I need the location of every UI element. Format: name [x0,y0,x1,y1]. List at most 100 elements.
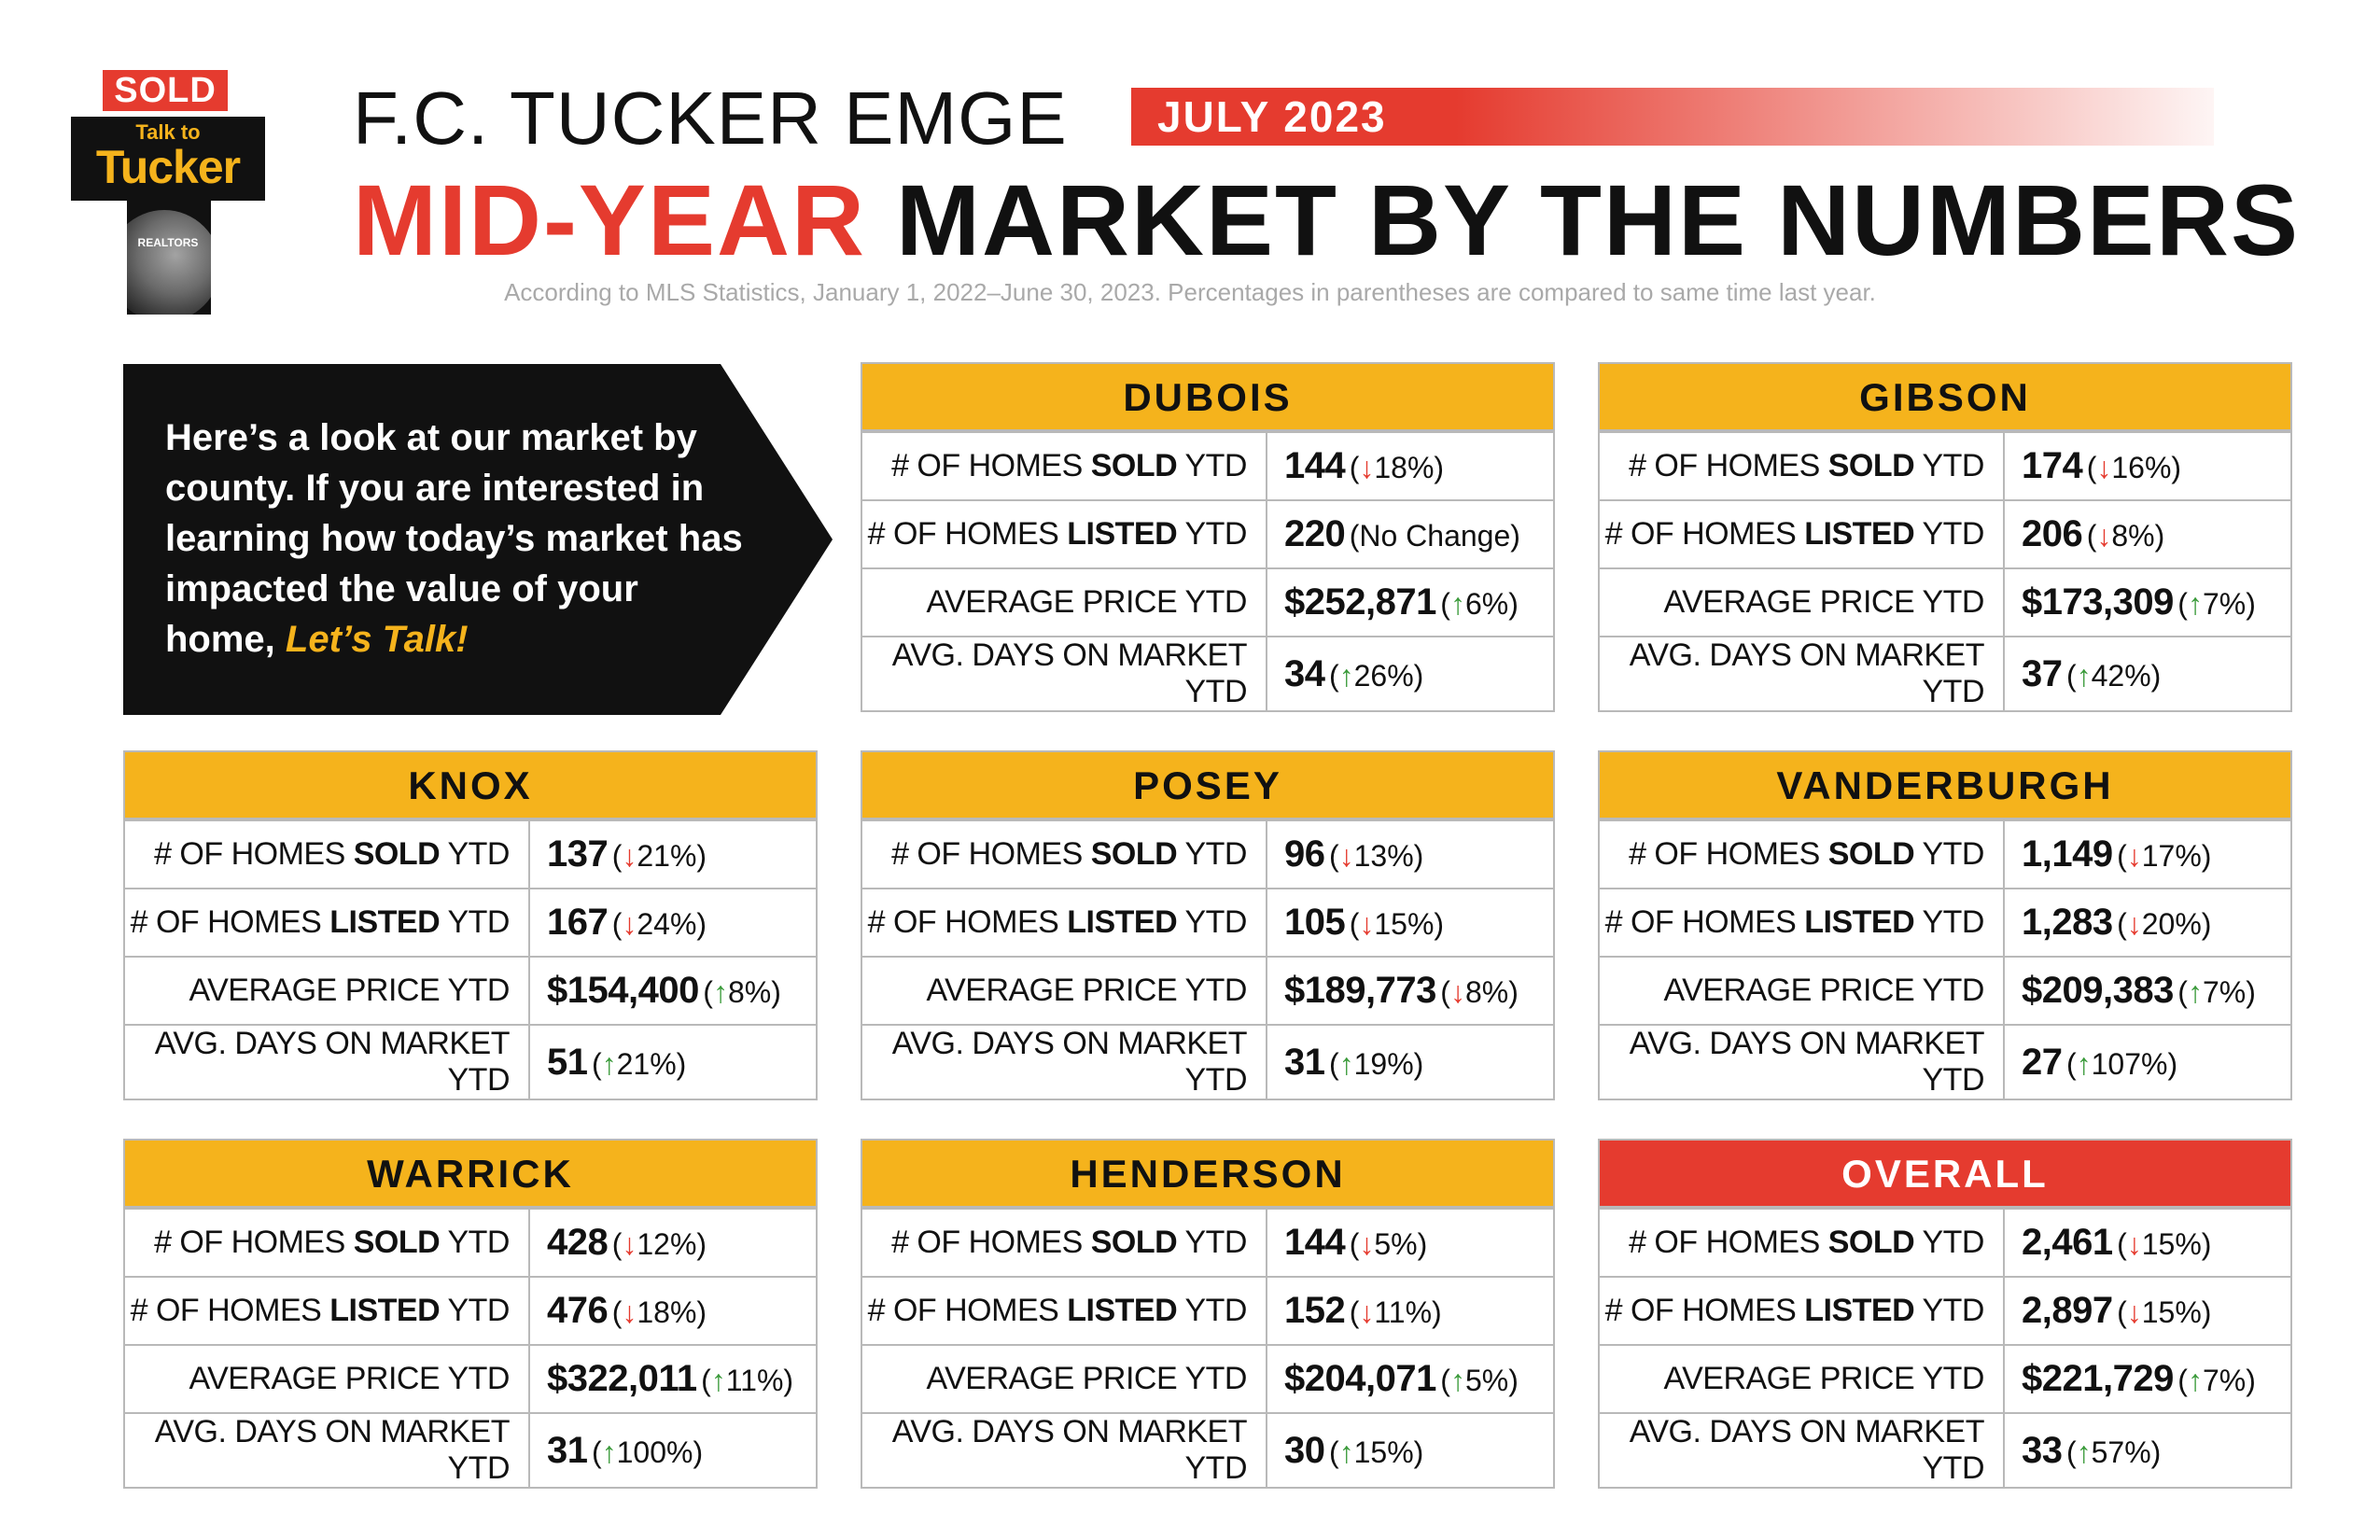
stat-value: 27 [2022,1041,2063,1083]
stat-label: AVERAGE PRICE YTD [861,1344,1267,1414]
stat-row-price: AVERAGE PRICE YTD $189,773 (↓8%) [861,956,1555,1026]
arrow-up-icon: ↑ [2187,975,2203,1009]
stat-change: (↓12%) [611,1227,707,1261]
county-name: WARRICK [123,1139,818,1208]
stat-value: 1,283 [2022,902,2113,943]
stat-percent: 12% [637,1227,697,1261]
logo-realtors: REALTORS [137,236,199,249]
stat-value: $221,729 [2022,1358,2174,1399]
stat-percent: 8% [1464,975,1509,1009]
label-prefix: # OF HOMES [1629,448,1828,483]
stat-row-sold: # OF HOMES SOLD YTD 137 (↓21%) [123,819,818,889]
label-text: AVERAGE PRICE YTD [1663,584,1984,620]
label-bold: SOLD [1090,448,1178,483]
arrow-down-icon: ↓ [622,907,637,941]
stat-value: 174 [2022,445,2083,486]
stat-row-sold: # OF HOMES SOLD YTD 1,149 (↓17%) [1598,819,2292,889]
stat-percent: 20% [2141,907,2202,941]
stat-percent: 7% [2202,975,2247,1009]
stat-label: # OF HOMES SOLD YTD [123,819,530,889]
stat-change: (↓13%) [1328,839,1424,873]
stat-label: AVG. DAYS ON MARKET YTD [123,1412,530,1489]
arrow-down-icon: ↓ [622,839,637,873]
stat-row-days: AVG. DAYS ON MARKET YTD 51 (↑21%) [123,1024,818,1100]
label-text: AVERAGE PRICE YTD [189,1361,510,1396]
tucker-logo: SOLD Talk to Tucker REALTORS [71,70,267,322]
label-bold: LISTED [1804,904,1915,940]
stat-change: (↓21%) [611,839,707,873]
stat-value-cell: $221,729 (↑7%) [2003,1344,2292,1414]
county-card-overall: OVERALL # OF HOMES SOLD YTD 2,461 (↓15%)… [1598,1139,2292,1491]
stat-row-price: AVERAGE PRICE YTD $154,400 (↑8%) [123,956,818,1026]
stat-label: AVERAGE PRICE YTD [1598,567,2005,637]
stat-label: # OF HOMES SOLD YTD [861,819,1267,889]
arrow-up-icon: ↑ [2076,1046,2092,1081]
stat-percent: 19% [1353,1046,1414,1081]
stat-value-cell: $209,383 (↑7%) [2003,956,2292,1026]
stat-change: (↓20%) [2117,907,2212,941]
stat-value-cell: 96 (↓13%) [1266,819,1555,889]
stat-change: (↑5%) [1440,1364,1519,1397]
stat-value: 1,149 [2022,833,2113,875]
stat-value: 206 [2022,513,2083,554]
stats-table: # OF HOMES SOLD YTD 144 (↓18%) # OF HOME… [861,431,1555,712]
stat-row-listed: # OF HOMES LISTED YTD 220 (No Change) [861,499,1555,569]
stat-percent: No Change [1359,519,1511,553]
stat-label: AVG. DAYS ON MARKET YTD [1598,636,2005,712]
stat-value-cell: 167 (↓24%) [528,888,818,958]
stat-label: # OF HOMES LISTED YTD [861,888,1267,958]
stat-percent: 57% [2091,1435,2151,1469]
stat-value-cell: 1,283 (↓20%) [2003,888,2292,958]
stat-change: (↓18%) [611,1295,707,1329]
sold-sign: SOLD [103,70,228,111]
label-text: AVERAGE PRICE YTD [189,973,510,1008]
label-suffix: YTD [440,1225,510,1260]
stat-percent: 42% [2091,658,2151,693]
label-suffix: YTD [440,836,510,872]
stat-percent: 24% [637,907,697,941]
label-bold: LISTED [1067,904,1178,940]
label-text: AVERAGE PRICE YTD [926,1361,1247,1396]
stat-row-listed: # OF HOMES LISTED YTD 206 (↓8%) [1598,499,2292,569]
stat-row-days: AVG. DAYS ON MARKET YTD 30 (↑15%) [861,1412,1555,1489]
stat-value-cell: $252,871 (↑6%) [1266,567,1555,637]
stat-label: AVERAGE PRICE YTD [861,956,1267,1026]
arrow-down-icon: ↓ [622,1227,637,1261]
stat-percent: 8% [2111,519,2155,553]
arrow-up-icon: ↑ [1449,1364,1465,1397]
stat-change: (↑26%) [1328,658,1424,693]
stat-value-cell: 31 (↑19%) [1266,1024,1555,1100]
label-text: AVG. DAYS ON MARKET YTD [891,1414,1248,1486]
title-highlight: MID-YEAR [353,163,866,276]
label-prefix: # OF HOMES [130,904,330,940]
stat-percent: 21% [637,839,697,873]
stat-row-listed: # OF HOMES LISTED YTD 1,283 (↓20%) [1598,888,2292,958]
stat-label: # OF HOMES SOLD YTD [1598,819,2005,889]
label-prefix: # OF HOMES [1604,904,1805,940]
arrow-up-icon: ↑ [710,1364,726,1397]
title-rest: MARKET BY THE NUMBERS [896,163,2301,276]
label-suffix: YTD [440,1293,510,1328]
arrow-up-icon: ↑ [2187,1364,2203,1397]
county-name: DUBOIS [861,362,1555,431]
stat-change: (↓11%) [1349,1295,1442,1329]
label-bold: SOLD [1827,836,1915,872]
stat-label: # OF HOMES SOLD YTD [1598,431,2005,501]
stat-percent: 5% [1464,1364,1509,1397]
stat-label: # OF HOMES SOLD YTD [861,431,1267,501]
arrow-up-icon: ↑ [2076,1435,2092,1469]
stat-row-listed: # OF HOMES LISTED YTD 152 (↓11%) [861,1276,1555,1346]
stat-row-days: AVG. DAYS ON MARKET YTD 31 (↑100%) [123,1412,818,1489]
label-suffix: YTD [1177,516,1247,552]
county-card-warrick: WARRICK # OF HOMES SOLD YTD 428 (↓12%) #… [123,1139,818,1491]
stat-percent: 18% [637,1295,697,1329]
stat-row-sold: # OF HOMES SOLD YTD 428 (↓12%) [123,1208,818,1278]
stat-row-listed: # OF HOMES LISTED YTD 167 (↓24%) [123,888,818,958]
stat-row-sold: # OF HOMES SOLD YTD 144 (↓18%) [861,431,1555,501]
lets-talk-link[interactable]: Let’s Talk! [285,619,469,660]
stat-change: (↑6%) [1440,587,1519,621]
label-prefix: # OF HOMES [1629,1225,1828,1260]
stat-value: 137 [547,833,609,875]
stat-value-cell: $173,309 (↑7%) [2003,567,2292,637]
stat-percent: 26% [1353,658,1414,693]
